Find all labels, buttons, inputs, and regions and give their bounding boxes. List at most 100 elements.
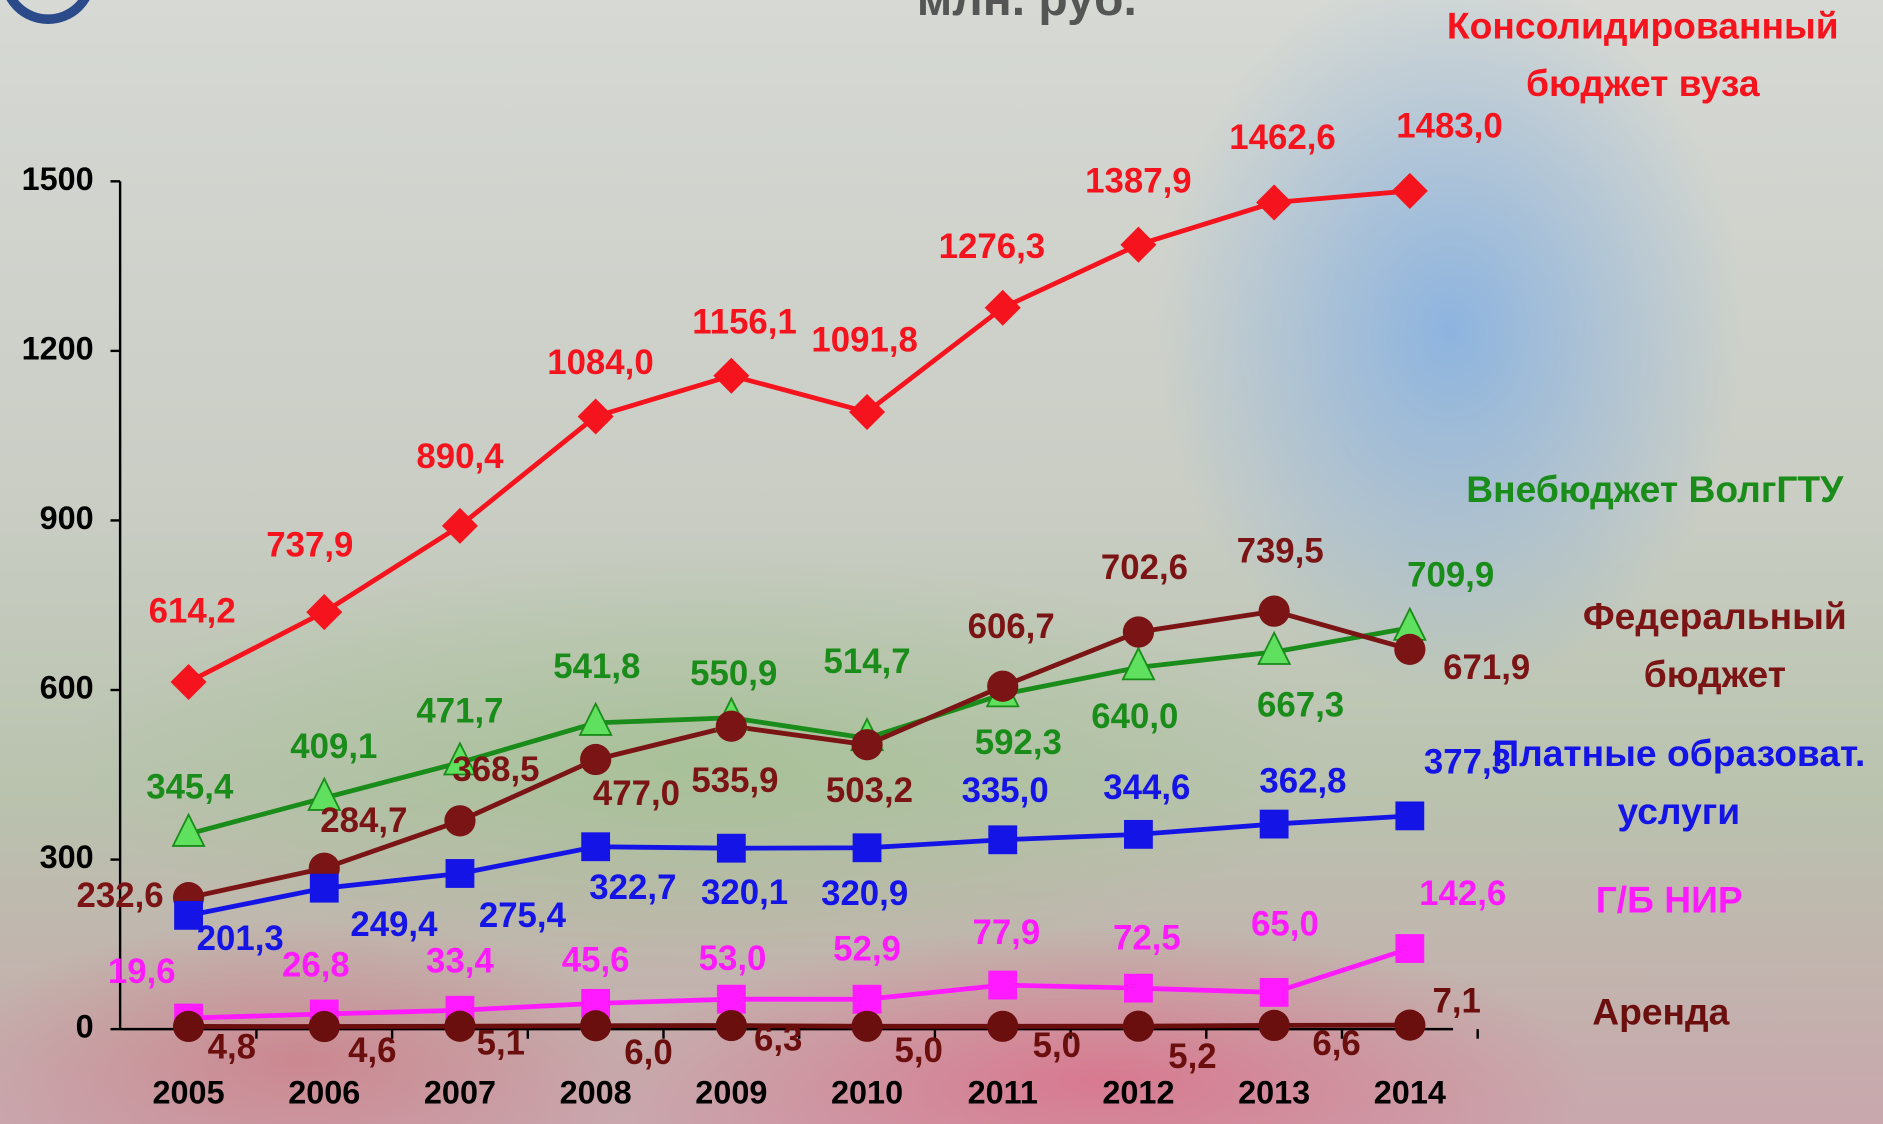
data-label: 640,0	[1091, 697, 1178, 736]
x-tick-label: 2013	[1238, 1075, 1310, 1111]
data-label: 368,5	[452, 750, 539, 789]
point-marker	[1394, 1009, 1426, 1041]
point-marker	[442, 741, 478, 776]
data-label: 477,0	[593, 774, 680, 813]
point-marker	[987, 1010, 1019, 1042]
series-line	[188, 608, 1411, 901]
point-marker	[1259, 977, 1289, 1007]
data-label: 592,3	[975, 723, 1062, 762]
series-line	[188, 1022, 1410, 1029]
point-marker	[1122, 1010, 1155, 1042]
point-marker	[852, 833, 882, 863]
point-marker	[445, 859, 475, 888]
point-marker	[1395, 934, 1425, 963]
data-label: 550,9	[690, 654, 777, 693]
x-tick-label: 2010	[831, 1075, 903, 1111]
data-label: 72,5	[1113, 918, 1181, 957]
data-label: 45,6	[562, 941, 630, 980]
x-tick-label: 2012	[1102, 1075, 1174, 1111]
point-marker	[172, 1010, 205, 1043]
point-marker	[444, 805, 476, 837]
point-marker	[580, 1010, 612, 1042]
point-marker	[1124, 973, 1153, 1003]
point-marker	[1395, 801, 1425, 831]
x-tick-label: 2007	[424, 1075, 496, 1111]
point-marker	[715, 1009, 747, 1042]
data-label: 1276,3	[939, 227, 1045, 266]
point-marker	[170, 663, 207, 700]
point-marker	[852, 984, 882, 1014]
point-marker	[988, 825, 1018, 855]
x-tick-label: 2009	[695, 1075, 767, 1111]
point-marker	[578, 701, 613, 736]
data-label: 614,2	[149, 592, 236, 631]
x-tick-label: 2006	[288, 1075, 360, 1111]
data-label: 1387,9	[1085, 162, 1191, 201]
data-label: 541,8	[553, 647, 640, 686]
point-marker	[444, 1010, 476, 1042]
chart-title: млн. руб.	[917, 0, 1137, 26]
point-marker	[1259, 809, 1289, 839]
data-label: 409,1	[290, 727, 377, 766]
data-label: 5,2	[1168, 1037, 1216, 1076]
y-tick-label: 0	[76, 1009, 94, 1045]
legend-item: Консолидированный бюджет вуза	[1447, 5, 1839, 105]
point-marker	[308, 1010, 340, 1043]
data-label: 77,9	[972, 913, 1040, 952]
legend-item: Аренда	[1592, 990, 1730, 1033]
point-marker	[580, 743, 612, 776]
data-label: 284,7	[320, 801, 407, 840]
data-label: 275,4	[479, 896, 567, 935]
point-marker	[715, 710, 747, 742]
data-label: 514,7	[823, 642, 910, 681]
point-marker	[1120, 226, 1157, 263]
point-marker	[306, 594, 343, 631]
data-label: 19,6	[108, 952, 176, 991]
data-label: 1091,8	[811, 321, 917, 360]
data-label: 606,7	[968, 607, 1055, 646]
point-marker	[307, 776, 342, 811]
data-label: 6,3	[754, 1019, 802, 1058]
data-label: 1156,1	[692, 302, 797, 341]
point-marker	[716, 833, 746, 863]
data-label: 671,9	[1443, 648, 1530, 687]
y-tick-label: 1200	[22, 330, 94, 366]
data-label: 4,6	[348, 1031, 396, 1070]
legend-item: Федеральный бюджет	[1583, 596, 1847, 696]
point-marker	[174, 900, 203, 930]
logo	[6, 0, 90, 25]
point-marker	[1256, 184, 1293, 221]
data-label: 65,0	[1251, 905, 1319, 944]
x-tick-label: 2014	[1374, 1075, 1446, 1111]
y-tick-label: 900	[40, 500, 94, 536]
x-tick-label: 2005	[153, 1075, 225, 1111]
data-label: 5,1	[477, 1024, 525, 1063]
point-marker	[851, 1010, 883, 1042]
data-label: 53,0	[699, 939, 767, 978]
data-label: 377,3	[1424, 742, 1511, 781]
data-label: 6,0	[624, 1033, 672, 1072]
data-label: 471,7	[416, 691, 503, 730]
point-marker	[1122, 616, 1155, 648]
y-tick-label: 300	[40, 839, 94, 875]
series-line	[187, 188, 1411, 685]
data-label: 322,7	[589, 868, 676, 907]
legend-label: Аренда	[1592, 990, 1730, 1033]
point-marker	[849, 394, 886, 431]
series-line	[187, 625, 1411, 837]
point-marker	[988, 970, 1018, 1000]
data-label: 26,8	[282, 945, 350, 984]
data-label: 320,1	[701, 873, 788, 912]
data-label: 4,8	[208, 1027, 256, 1066]
data-label: 702,6	[1101, 548, 1188, 587]
data-label: 1483,0	[1396, 107, 1502, 146]
point-marker	[309, 873, 339, 903]
data-label: 890,4	[416, 437, 504, 476]
data-label: 249,4	[350, 905, 438, 944]
data-label: 362,8	[1259, 761, 1346, 800]
data-label: 5,0	[894, 1031, 942, 1070]
y-tick-label: 1500	[22, 161, 94, 197]
data-label: 1462,6	[1229, 118, 1335, 157]
